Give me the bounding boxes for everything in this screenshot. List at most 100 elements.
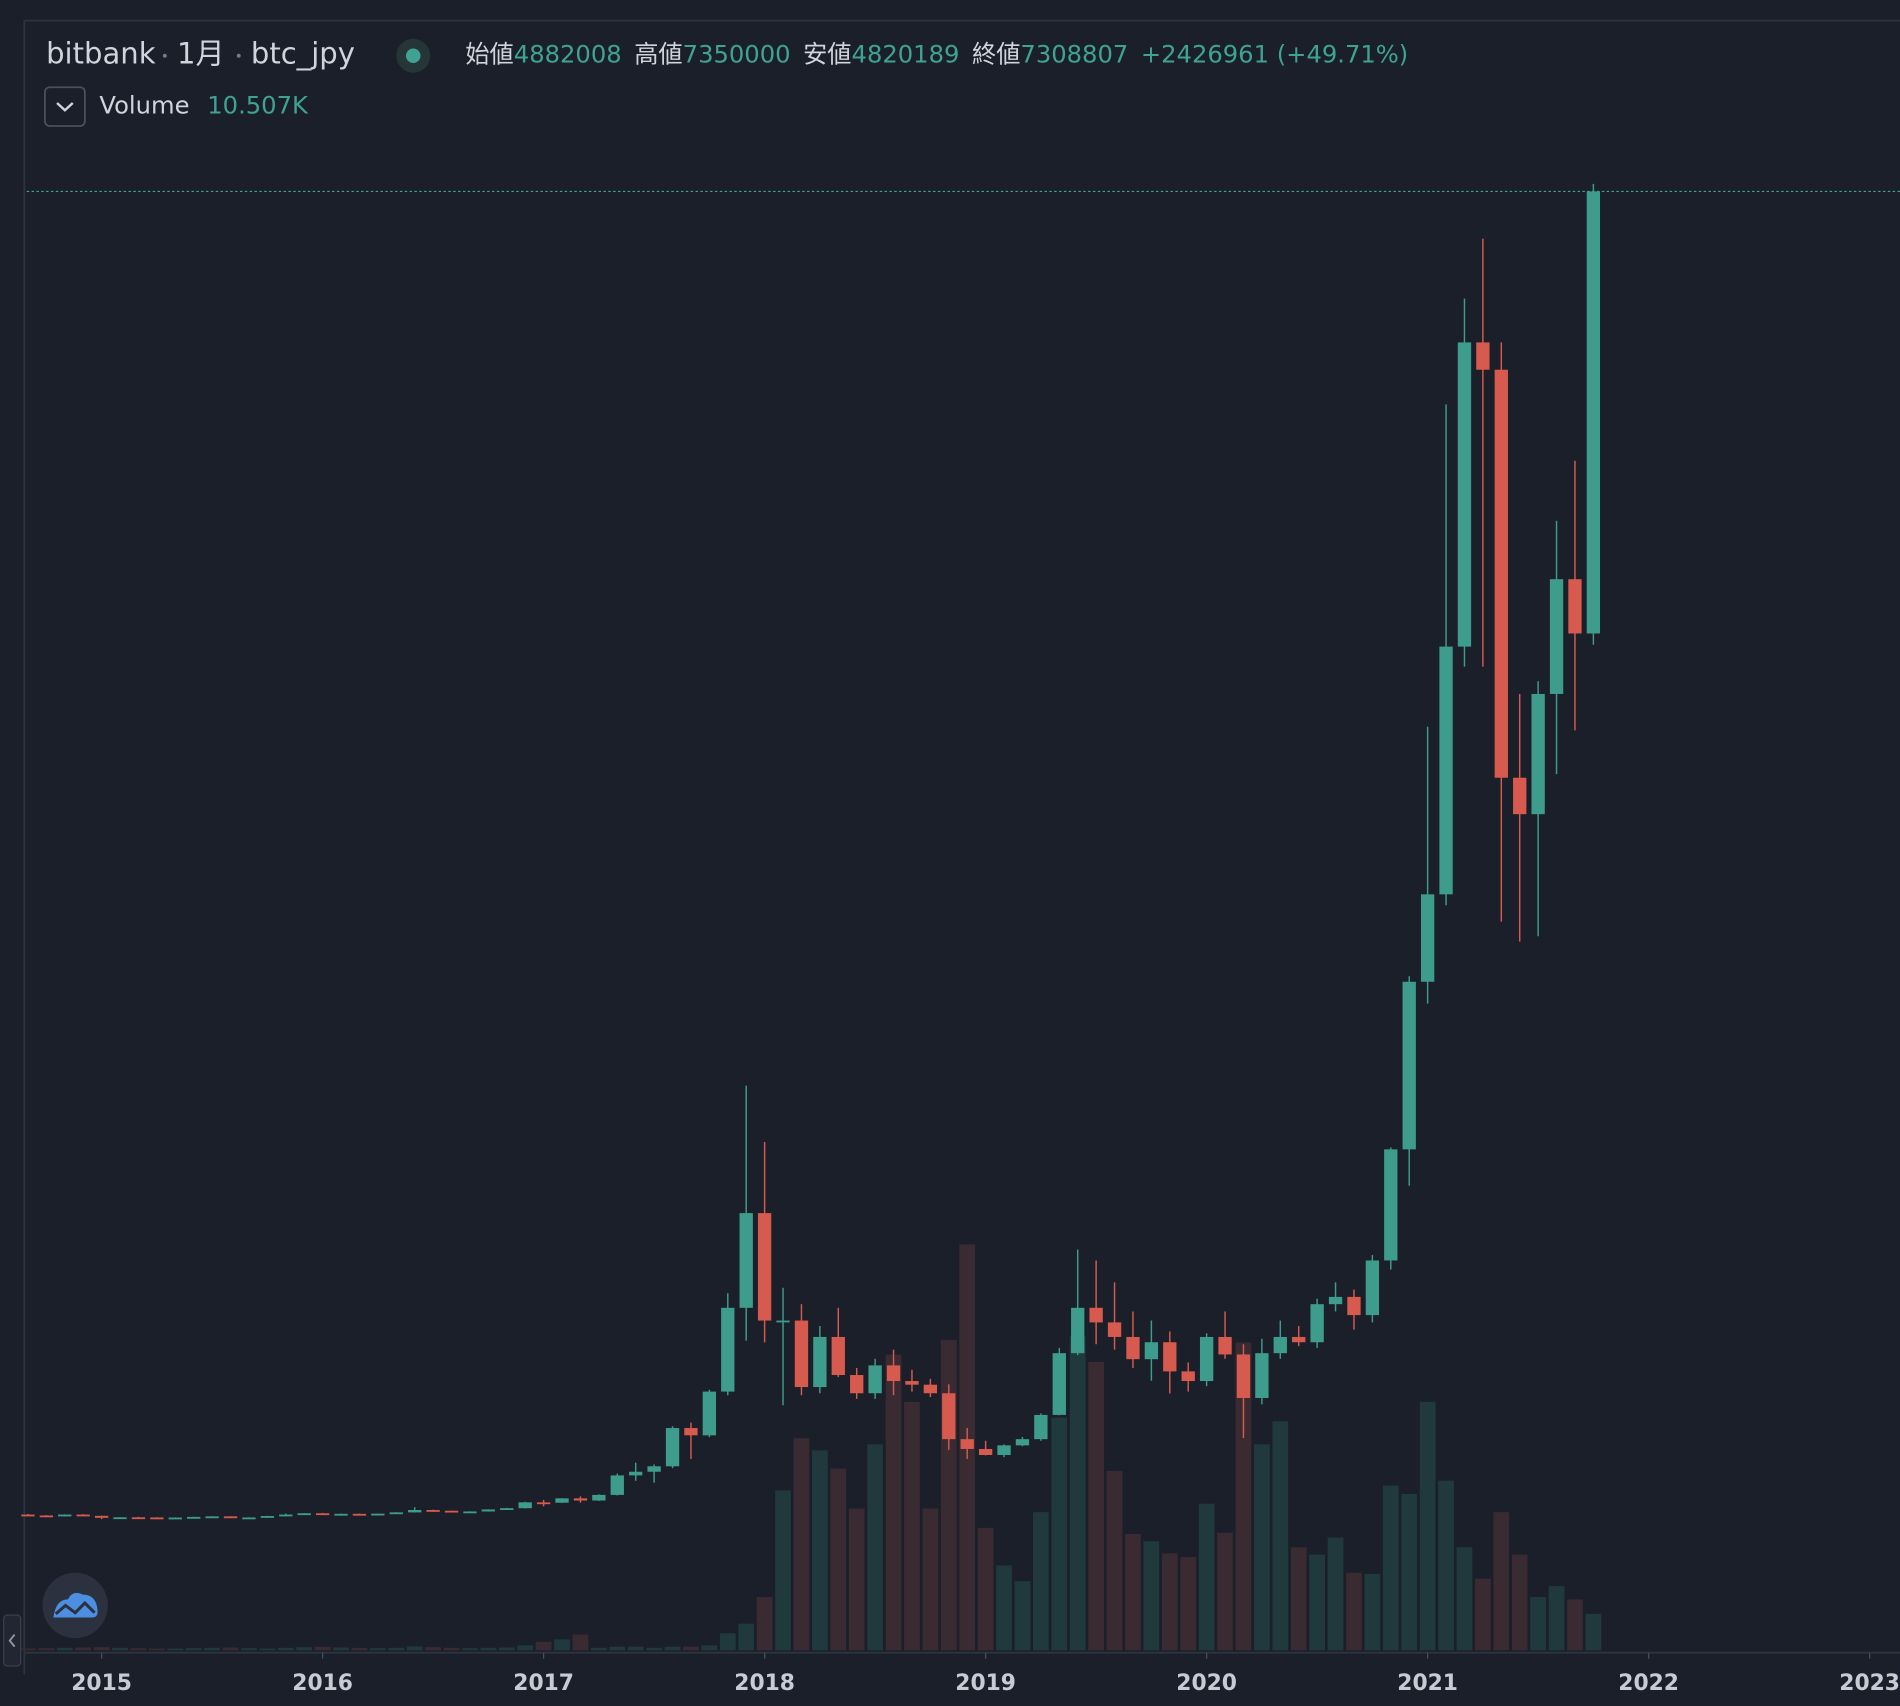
volume-bar — [535, 1641, 552, 1651]
candle-body — [1457, 342, 1472, 647]
volume-bar — [775, 1490, 791, 1651]
volume-title: Volume — [99, 92, 189, 120]
candle-body — [1199, 1336, 1214, 1382]
candle-body — [113, 1517, 127, 1520]
candle-body — [131, 1517, 146, 1520]
change-percent: (+49.71%) — [1277, 41, 1409, 69]
volume-bar — [369, 1648, 386, 1651]
symbol: btc_jpy — [251, 37, 355, 71]
volume-bar — [1198, 1503, 1215, 1651]
candle-body — [573, 1498, 588, 1501]
candle-body — [1181, 1371, 1195, 1382]
candle-body — [739, 1213, 753, 1308]
volume-toggle[interactable] — [43, 86, 86, 127]
close-label: 終値 — [972, 41, 1020, 69]
candle-body — [518, 1502, 532, 1509]
volume-bar — [1382, 1485, 1399, 1651]
logo-icon — [53, 1592, 98, 1618]
candle-body — [1126, 1336, 1140, 1360]
candle-body — [629, 1471, 643, 1476]
volume-bar — [646, 1647, 662, 1651]
side-toggle[interactable] — [3, 1614, 22, 1667]
chevron-icon — [56, 102, 74, 112]
volume-bar — [756, 1596, 773, 1651]
x-tick-label: 2020 — [1176, 1671, 1237, 1696]
candle-body — [1273, 1336, 1287, 1354]
volume-bar — [1364, 1573, 1381, 1651]
volume-bar — [1548, 1586, 1565, 1651]
candle-body — [76, 1514, 90, 1517]
volume-bar — [1051, 1417, 1068, 1651]
candle-body — [168, 1517, 182, 1520]
candle-body — [831, 1336, 845, 1376]
volume-bar — [1088, 1361, 1105, 1651]
candle-body — [1163, 1342, 1177, 1372]
volume-bar — [885, 1354, 902, 1651]
volume-bar — [848, 1508, 865, 1651]
candle-body — [1494, 369, 1508, 778]
logo-mark — [54, 1600, 96, 1616]
candle-body — [647, 1466, 661, 1472]
volume-bar — [333, 1647, 349, 1651]
volume-bar — [1530, 1596, 1547, 1651]
candle-body — [978, 1448, 993, 1455]
volume-bar — [204, 1647, 220, 1651]
candle-body — [1513, 777, 1527, 815]
candle-body — [94, 1515, 109, 1518]
volume-bar — [1161, 1553, 1178, 1651]
candle-body — [555, 1498, 569, 1503]
candle-body — [352, 1513, 367, 1516]
x-tick-label: 2015 — [71, 1671, 132, 1696]
candle-body — [794, 1320, 809, 1388]
candle-body — [592, 1494, 606, 1501]
candle-body — [1586, 191, 1601, 634]
candle-body — [500, 1508, 514, 1511]
volume-bar — [1125, 1533, 1141, 1651]
volume-bar — [590, 1647, 607, 1651]
volume-bar — [922, 1508, 939, 1651]
candle-body — [1255, 1353, 1269, 1398]
volume-bar — [1032, 1512, 1049, 1651]
volume-bar — [296, 1647, 313, 1651]
candle-body — [960, 1439, 974, 1449]
close-value: 7308807 — [1020, 41, 1128, 69]
volume-bar — [1180, 1556, 1197, 1651]
volume-bar — [1217, 1532, 1233, 1651]
volume-bar — [462, 1648, 478, 1651]
candle-body — [58, 1514, 72, 1517]
candle-body — [205, 1516, 219, 1519]
volume-bar — [167, 1648, 184, 1651]
candle-body — [1089, 1307, 1103, 1323]
candle-body — [702, 1391, 717, 1436]
candle-body — [1402, 981, 1416, 1150]
candle-body — [721, 1307, 735, 1392]
separator — [236, 53, 241, 58]
ohlc-legend: 始値4882008 高値7350000 安値4820189 終値7308807 … — [465, 41, 1408, 69]
volume-bar — [996, 1565, 1012, 1651]
candle-body — [334, 1513, 348, 1516]
candle-body — [297, 1513, 311, 1516]
x-tick-label: 2023 — [1839, 1671, 1900, 1696]
high-value: 7350000 — [683, 41, 791, 69]
open-value: 4882008 — [514, 41, 622, 69]
volume-bar — [148, 1648, 165, 1651]
candle-body — [1292, 1336, 1306, 1343]
volume-bar — [1143, 1541, 1160, 1651]
volume-bar — [259, 1648, 276, 1651]
candle-body — [1439, 646, 1453, 895]
candle-body — [389, 1512, 403, 1515]
volume-bar — [1069, 1336, 1086, 1651]
candle-body — [757, 1213, 772, 1321]
plot-area — [20, 183, 1900, 1659]
volume-bar — [1456, 1547, 1473, 1651]
side-toggle-icon — [8, 1633, 16, 1648]
candle-body — [813, 1336, 827, 1388]
candle-body — [684, 1428, 698, 1436]
volume-bar — [1585, 1613, 1602, 1651]
high-label: 高値 — [634, 41, 682, 69]
candle-body — [1218, 1336, 1232, 1355]
candle-body — [1384, 1149, 1398, 1261]
candle-body — [1034, 1414, 1048, 1440]
volume-bar — [683, 1646, 699, 1651]
